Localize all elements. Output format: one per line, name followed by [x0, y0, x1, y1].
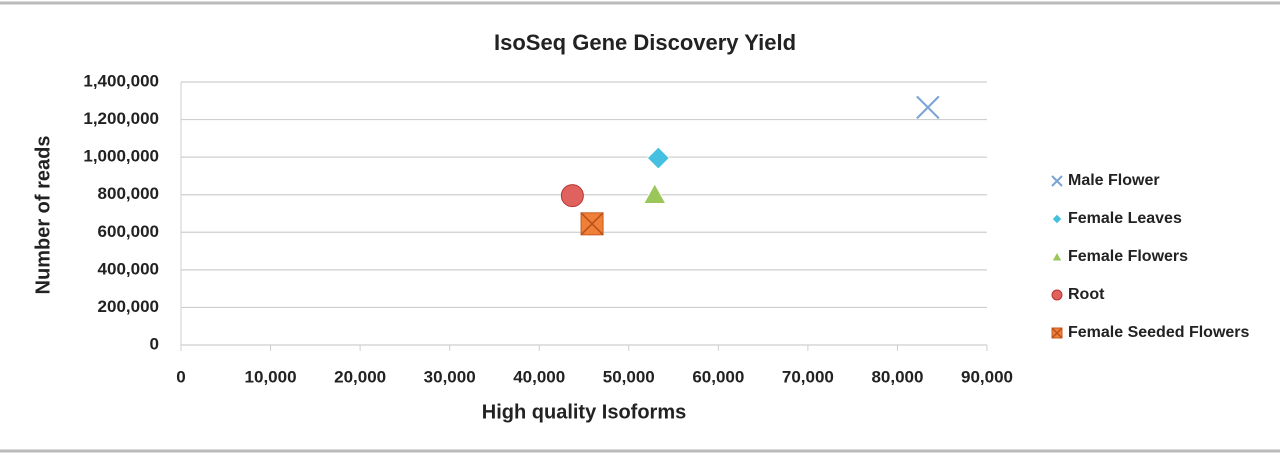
- x-tick-label: 70,000: [782, 367, 834, 386]
- marker-triangle: [642, 182, 667, 205]
- legend-label: Female Leaves: [1068, 210, 1182, 227]
- legend-label: Male Flower: [1068, 172, 1160, 189]
- point: [916, 95, 940, 120]
- point: [1051, 327, 1063, 339]
- point: [1051, 175, 1063, 187]
- marker-diamond: [646, 146, 671, 170]
- marker-cross: [1051, 327, 1063, 339]
- y-tick-label: 600,000: [98, 222, 159, 241]
- x-tick-label: 0: [176, 367, 185, 386]
- legend-label: Root: [1068, 286, 1105, 303]
- y-tick-label: 0: [150, 334, 159, 353]
- x-tick-label: 30,000: [424, 367, 476, 386]
- marker-circle: [560, 184, 584, 208]
- y-tick-label: 800,000: [98, 184, 159, 203]
- point: [580, 212, 604, 236]
- point: [1051, 213, 1063, 225]
- marker-cross: [580, 212, 604, 236]
- legend-label: Female Seeded Flowers: [1068, 324, 1250, 341]
- y-tick-label: 400,000: [98, 259, 159, 278]
- y-tick-label: 200,000: [98, 297, 159, 316]
- chart-title: IsoSeq Gene Discovery Yield: [494, 30, 796, 55]
- point: [560, 184, 584, 208]
- point: [642, 182, 667, 205]
- x-axis-label: High quality Isoforms: [482, 401, 686, 423]
- marker-triangle: [1051, 250, 1063, 262]
- x-tick-label: 80,000: [871, 367, 923, 386]
- x-tick-label: 40,000: [513, 367, 565, 386]
- marker-circle: [1051, 289, 1063, 301]
- x-tick-label: 10,000: [245, 367, 297, 386]
- marker-diamond: [1051, 213, 1063, 225]
- y-tick-label: 1,000,000: [83, 147, 159, 166]
- x-tick-label: 90,000: [961, 367, 1013, 386]
- x-tick-label: 50,000: [603, 367, 655, 386]
- x-tick-label: 60,000: [692, 367, 744, 386]
- x-tick-label: 20,000: [334, 367, 386, 386]
- y-tick-label: 1,400,000: [83, 71, 159, 90]
- legend-label: Female Flowers: [1068, 248, 1188, 265]
- point: [1051, 289, 1063, 301]
- y-axis-label: Number of reads: [32, 136, 54, 295]
- marker-x: [1051, 175, 1063, 187]
- y-tick-label: 1,200,000: [83, 109, 159, 128]
- point: [1051, 250, 1063, 262]
- marker-x: [916, 95, 940, 120]
- point: [646, 146, 671, 170]
